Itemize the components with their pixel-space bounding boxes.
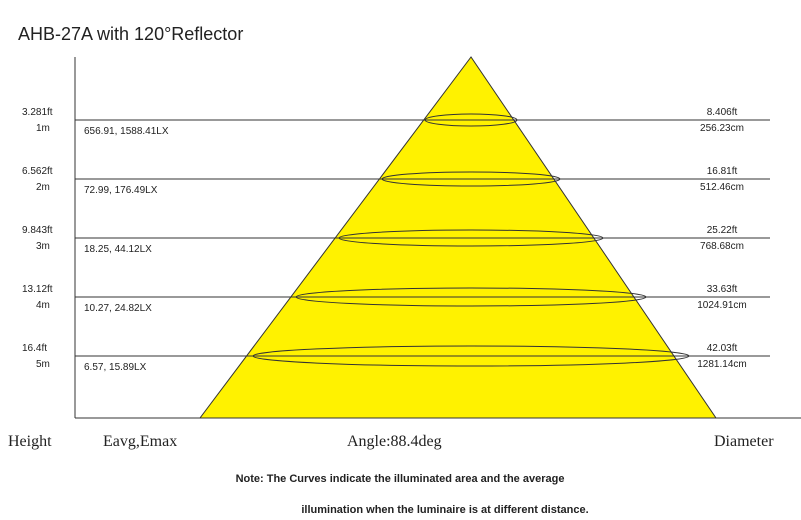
diameter-ft: 33.63ft xyxy=(707,284,738,295)
diameter-cm: 256.23cm xyxy=(700,123,744,134)
height-m: 3m xyxy=(36,241,50,252)
height-m: 2m xyxy=(36,182,50,193)
illuminance: 6.57, 15.89LX xyxy=(84,362,147,373)
note-line: Note: The Curves indicate the illuminate… xyxy=(236,473,565,485)
beam-ellipse xyxy=(381,171,561,187)
diameter-cm: 512.46cm xyxy=(700,182,744,193)
diameter-cm: 768.68cm xyxy=(700,241,744,252)
beam-ellipse xyxy=(295,287,647,307)
footer-diameter: Diameter xyxy=(714,433,774,450)
height-ft: 3.281ft xyxy=(22,107,53,118)
diameter-cm: 1281.14cm xyxy=(697,359,746,370)
footer-illuminance: Eavg,Emax xyxy=(103,433,177,450)
diameter-ft: 25.22ft xyxy=(707,225,738,236)
footer-height: Height xyxy=(8,433,52,450)
height-ft: 16.4ft xyxy=(22,343,47,354)
footer-angle: Angle:88.4deg xyxy=(347,433,442,450)
illuminance: 10.27, 24.82LX xyxy=(84,303,152,314)
title: AHB-27A with 120°Reflector xyxy=(18,24,243,44)
beam-ellipse xyxy=(338,229,604,247)
height-ft: 13.12ft xyxy=(22,284,53,295)
illuminance: 18.25, 44.12LX xyxy=(84,244,152,255)
diameter-ft: 8.406ft xyxy=(707,107,738,118)
diameter-cm: 1024.91cm xyxy=(697,300,746,311)
height-ft: 9.843ft xyxy=(22,225,53,236)
height-ft: 6.562ft xyxy=(22,166,53,177)
beam-ellipse xyxy=(424,113,518,127)
height-m: 1m xyxy=(36,123,50,134)
beam-ellipse xyxy=(252,345,690,367)
height-m: 4m xyxy=(36,300,50,311)
illuminance: 72.99, 176.49LX xyxy=(84,185,158,196)
note-line: illumination when the luminaire is at di… xyxy=(301,504,588,516)
diameter-ft: 42.03ft xyxy=(707,343,738,354)
diameter-ft: 16.81ft xyxy=(707,166,738,177)
illuminance: 656.91, 1588.41LX xyxy=(84,126,169,137)
height-m: 5m xyxy=(36,359,50,370)
